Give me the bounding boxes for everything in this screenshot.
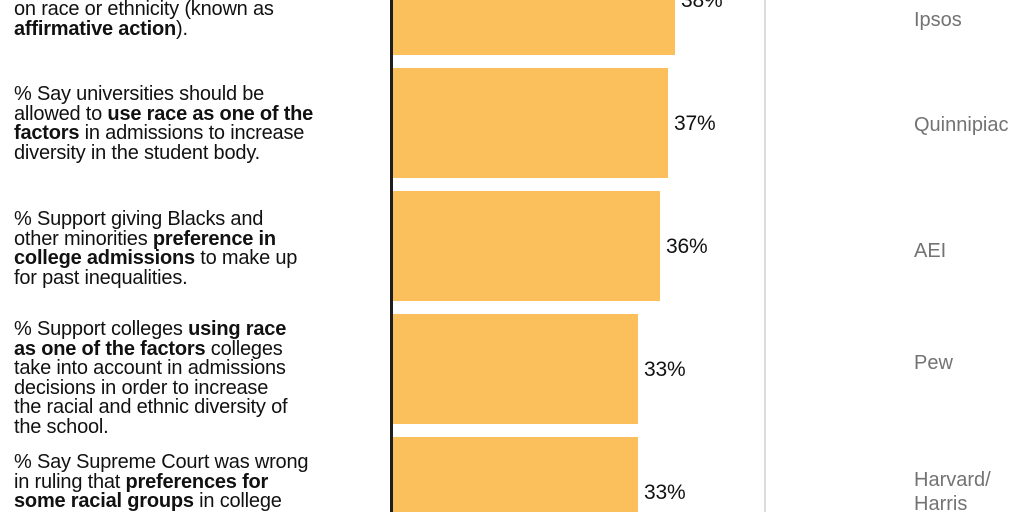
question-text: ). xyxy=(176,17,188,40)
question-text: in admissions to increase diversity in t… xyxy=(14,122,305,164)
bar-value-label: 33% xyxy=(644,358,686,381)
question-bold-text: using race as one of the factors xyxy=(14,318,287,360)
question-text: in college xyxy=(193,490,282,512)
question-bold-text: preference in college admissions xyxy=(14,227,276,269)
question-text: % Support giving Blacks and other minori… xyxy=(14,208,264,250)
bar xyxy=(393,314,638,424)
bar-value-label: 33% xyxy=(644,481,686,504)
bar xyxy=(393,0,675,55)
pollster-label: Harvard/ Harris xyxy=(914,469,991,512)
question-text: to make up for past inequalities. xyxy=(14,247,298,289)
pollster-label: Ipsos xyxy=(914,9,962,31)
bar xyxy=(393,191,660,301)
pollster-label: Quinnipiac xyxy=(914,114,1009,136)
question-label: % Say Supreme Court was wrong in ruling … xyxy=(14,451,386,512)
question-bold-text: preferences for some racial groups xyxy=(14,470,269,512)
bar-value-label: 36% xyxy=(666,235,708,258)
question-text: on race or ethnicity (known as xyxy=(14,0,274,20)
question-label: on race or ethnicity (known as affirmati… xyxy=(14,0,386,39)
question-label: % Say universities should be allowed to … xyxy=(14,83,386,164)
question-text: % Say Supreme Court was wrong in ruling … xyxy=(14,451,309,493)
pollster-label: AEI xyxy=(914,240,947,262)
bar-value-label: 38% xyxy=(681,0,723,12)
question-bold-text: use race as one of the factors xyxy=(14,102,314,144)
bar xyxy=(393,68,668,178)
question-text: % Say universities should be allowed to xyxy=(14,83,265,125)
bar-value-label: 37% xyxy=(674,112,716,135)
question-bold-text: affirmative action xyxy=(14,17,177,40)
bar xyxy=(393,437,638,512)
y-axis-line xyxy=(390,0,393,512)
gridline-50-percent xyxy=(764,0,766,512)
question-text: % Support colleges xyxy=(14,318,189,340)
question-label: % Support giving Blacks and other minori… xyxy=(14,208,386,289)
question-text: colleges take into account in admissions… xyxy=(14,337,288,438)
pollster-label: Pew xyxy=(914,352,953,374)
question-label: % Support colleges using race as one of … xyxy=(14,318,386,438)
